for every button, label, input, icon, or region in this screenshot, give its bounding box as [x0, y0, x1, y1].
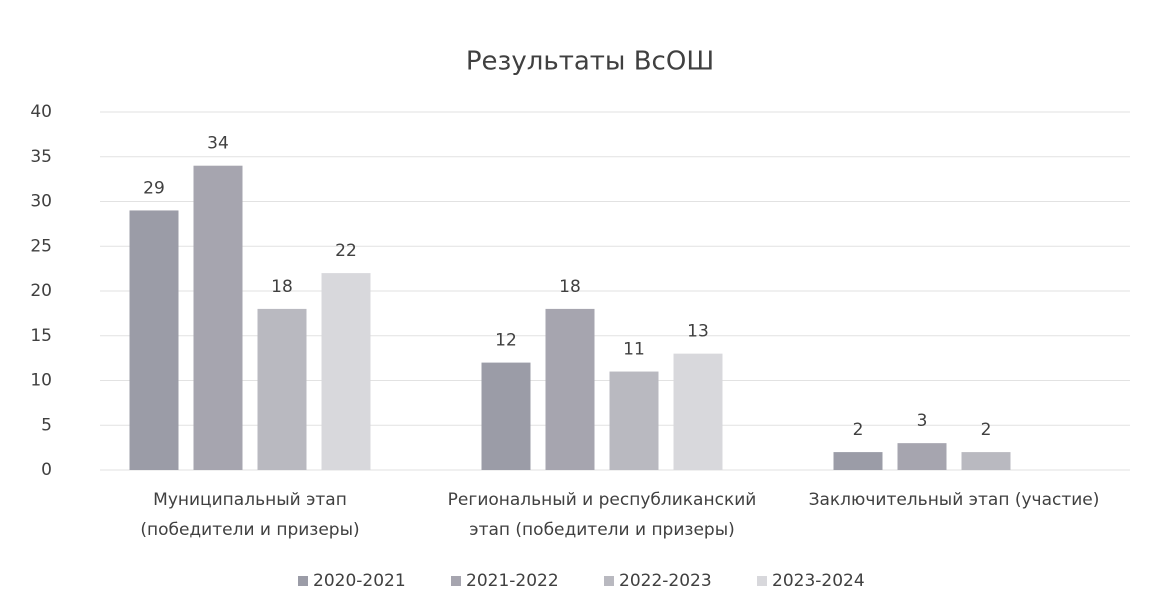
- bar: [897, 443, 947, 470]
- y-tick-label: 35: [30, 147, 52, 167]
- x-tick-label-line: (победители и призеры): [140, 520, 359, 540]
- y-tick-label: 20: [30, 281, 52, 301]
- legend-label: 2023-2024: [772, 571, 865, 591]
- bar: [833, 452, 883, 470]
- value-label: 2: [853, 420, 864, 440]
- bar: [481, 362, 531, 470]
- bar: [545, 308, 595, 470]
- value-label: 29: [143, 178, 165, 198]
- x-tick-label-line: Муниципальный этап: [153, 490, 347, 510]
- value-label: 18: [271, 277, 293, 297]
- legend-swatch: [757, 576, 767, 586]
- bar: [961, 452, 1011, 470]
- x-tick-label: Заключительный этап (участие): [809, 490, 1100, 510]
- legend-label: 2021-2022: [466, 571, 559, 591]
- chart-title: Результаты ВсОШ: [466, 47, 714, 77]
- value-label: 2: [981, 420, 992, 440]
- y-tick-label: 25: [30, 236, 52, 256]
- legend-swatch: [604, 576, 614, 586]
- value-label: 13: [687, 322, 709, 342]
- bar: [609, 371, 659, 470]
- bar: [257, 308, 307, 470]
- bar: [193, 165, 243, 470]
- y-tick-label: 15: [30, 326, 52, 346]
- bar: [129, 210, 179, 470]
- legend-label: 2022-2023: [619, 571, 712, 591]
- x-tick-label-line: Заключительный этап (участие): [809, 490, 1100, 510]
- value-label: 22: [335, 241, 357, 261]
- y-tick-label: 5: [41, 415, 52, 435]
- legend-label: 2020-2021: [313, 571, 406, 591]
- value-label: 18: [559, 277, 581, 297]
- value-label: 12: [495, 331, 517, 351]
- y-tick-label: 40: [30, 102, 52, 122]
- y-tick-label: 10: [30, 371, 52, 391]
- y-tick-label: 0: [41, 460, 52, 480]
- y-tick-label: 30: [30, 192, 52, 212]
- x-tick-label-line: этап (победители и призеры): [469, 520, 735, 540]
- legend-swatch: [298, 576, 308, 586]
- value-label: 34: [207, 134, 229, 154]
- bar: [673, 353, 723, 470]
- value-label: 3: [917, 411, 928, 431]
- x-tick-label: Муниципальный этап (победители и призеры): [140, 490, 359, 540]
- x-tick-label: Региональный и республиканский этап (побе…: [448, 490, 757, 540]
- bar: [321, 273, 371, 470]
- x-tick-label-line: Региональный и республиканский: [448, 490, 757, 510]
- value-label: 11: [623, 340, 645, 360]
- legend-swatch: [451, 576, 461, 586]
